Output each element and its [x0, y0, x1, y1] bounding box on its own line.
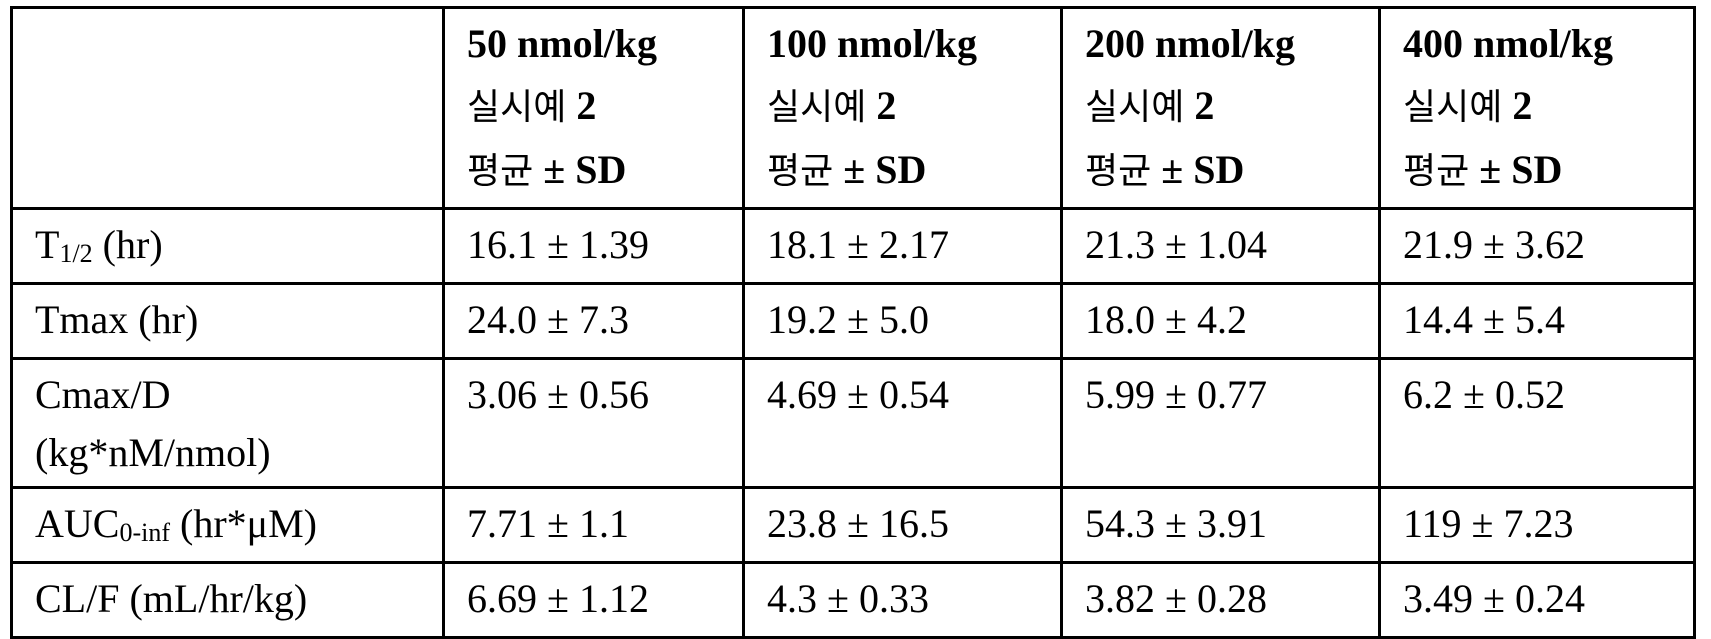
- header-dose: 200 nmol/kg: [1085, 21, 1296, 66]
- row-label: AUC0-inf (hr*μM): [10, 486, 445, 564]
- header-dose: 100 nmol/kg: [767, 21, 978, 66]
- table-cell: 23.8 ± 16.5: [742, 486, 1063, 564]
- header-example: 실시예 2: [767, 83, 897, 128]
- header-dose: 50 nmol/kg: [467, 21, 658, 66]
- header-cell-200: 200 nmol/kg 실시예 2 평균 ± SD: [1060, 6, 1381, 210]
- table-cell: 18.0 ± 4.2: [1060, 282, 1381, 360]
- header-stat: 평균 ± SD: [1403, 147, 1563, 192]
- table-cell: 19.2 ± 5.0: [742, 282, 1063, 360]
- table-cell: 6.2 ± 0.52: [1378, 357, 1696, 489]
- table-cell: 6.69 ± 1.12: [442, 561, 745, 639]
- header-example: 실시예 2: [1085, 83, 1215, 128]
- table-cell: 4.3 ± 0.33: [742, 561, 1063, 639]
- header-cell-100: 100 nmol/kg 실시예 2 평균 ± SD: [742, 6, 1063, 210]
- header-row: 50 nmol/kg 실시예 2 평균 ± SD 100 nmol/kg 실시예…: [10, 6, 1696, 210]
- table-cell: 24.0 ± 7.3: [442, 282, 745, 360]
- header-cell-50: 50 nmol/kg 실시예 2 평균 ± SD: [442, 6, 745, 210]
- table-cell: 3.49 ± 0.24: [1378, 561, 1696, 639]
- table-cell: 14.4 ± 5.4: [1378, 282, 1696, 360]
- header-stat: 평균 ± SD: [467, 147, 627, 192]
- header-corner-cell: [10, 6, 445, 210]
- table-row-auc: AUC0-inf (hr*μM) 7.71 ± 1.1 23.8 ± 16.5 …: [10, 486, 1696, 564]
- row-label: T1/2 (hr): [10, 207, 445, 285]
- header-example: 실시예 2: [1403, 83, 1533, 128]
- table-cell: 18.1 ± 2.17: [742, 207, 1063, 285]
- table-cell: 4.69 ± 0.54: [742, 357, 1063, 489]
- header-stat: 평균 ± SD: [1085, 147, 1245, 192]
- table-row-cmax-dose: Cmax/D (kg*nM/nmol) 3.06 ± 0.56 4.69 ± 0…: [10, 357, 1696, 489]
- table-cell: 7.71 ± 1.1: [442, 486, 745, 564]
- table-row-clearance: CL/F (mL/hr/kg) 6.69 ± 1.12 4.3 ± 0.33 3…: [10, 561, 1696, 639]
- table-cell: 3.06 ± 0.56: [442, 357, 745, 489]
- row-label: CL/F (mL/hr/kg): [10, 561, 445, 639]
- table-row-tmax: Tmax (hr) 24.0 ± 7.3 19.2 ± 5.0 18.0 ± 4…: [10, 282, 1696, 360]
- table-cell: 5.99 ± 0.77: [1060, 357, 1381, 489]
- header-dose: 400 nmol/kg: [1403, 21, 1614, 66]
- table-cell: 21.3 ± 1.04: [1060, 207, 1381, 285]
- header-stat: 평균 ± SD: [767, 147, 927, 192]
- row-label: Cmax/D (kg*nM/nmol): [10, 357, 445, 489]
- table-cell: 3.82 ± 0.28: [1060, 561, 1381, 639]
- table-cell: 119 ± 7.23: [1378, 486, 1696, 564]
- header-cell-400: 400 nmol/kg 실시예 2 평균 ± SD: [1378, 6, 1696, 210]
- table-row-half-life: T1/2 (hr) 16.1 ± 1.39 18.1 ± 2.17 21.3 ±…: [10, 207, 1696, 285]
- table-cell: 16.1 ± 1.39: [442, 207, 745, 285]
- header-example: 실시예 2: [467, 83, 597, 128]
- row-label: Tmax (hr): [10, 282, 445, 360]
- table-cell: 54.3 ± 3.91: [1060, 486, 1381, 564]
- table-cell: 21.9 ± 3.62: [1378, 207, 1696, 285]
- pk-parameters-table: 50 nmol/kg 실시예 2 평균 ± SD 100 nmol/kg 실시예…: [10, 6, 1696, 639]
